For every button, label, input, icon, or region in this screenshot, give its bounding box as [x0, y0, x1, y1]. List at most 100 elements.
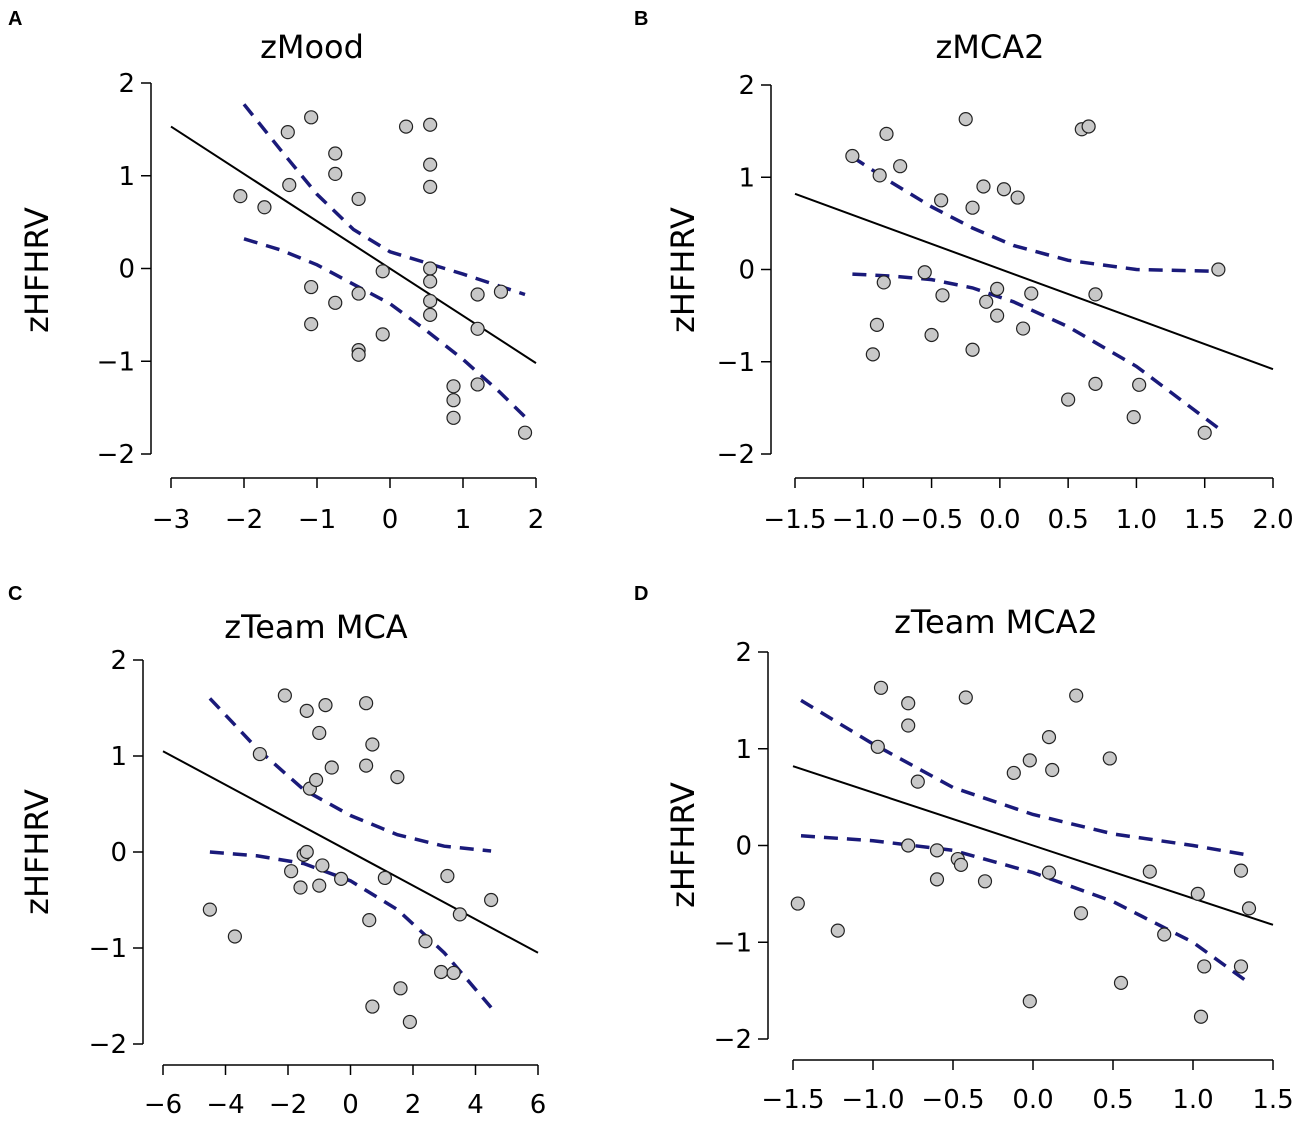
data-point	[965, 342, 980, 357]
data-point	[282, 177, 297, 193]
y-tick-label: −1	[97, 347, 135, 377]
data-point	[790, 896, 805, 911]
data-point	[1045, 762, 1060, 778]
y-tick-label: 0	[118, 255, 135, 285]
x-tick-label: −0.5	[900, 505, 963, 535]
data-point	[359, 696, 374, 711]
data-point	[493, 284, 509, 299]
data-point	[202, 902, 217, 917]
x-tick-label: −1.0	[832, 505, 895, 535]
data-point	[1022, 753, 1037, 768]
y-tick-label: 0	[110, 838, 127, 868]
data-point	[1022, 994, 1037, 1009]
data-point	[434, 964, 449, 980]
data-point	[1102, 751, 1117, 766]
data-point	[318, 698, 333, 713]
data-point	[924, 327, 939, 343]
data-point	[328, 146, 343, 161]
data-point	[1015, 321, 1031, 336]
data-point	[1041, 730, 1057, 745]
x-tick-label: −6	[144, 1090, 182, 1120]
x-tick-label: −2	[225, 505, 263, 535]
data-point	[470, 287, 485, 302]
panel-letter: C	[8, 583, 22, 605]
data-point	[977, 874, 993, 889]
data-point	[1088, 287, 1103, 302]
data-point	[362, 913, 377, 928]
data-point	[1233, 863, 1249, 878]
data-point	[1197, 425, 1212, 440]
data-point	[304, 110, 319, 125]
data-point	[1193, 1009, 1209, 1024]
panel-letter: D	[634, 583, 648, 605]
x-tick-label: −1	[298, 505, 336, 535]
data-point	[470, 321, 485, 336]
y-tick-label: 2	[738, 71, 755, 101]
data-point	[375, 327, 390, 342]
data-point	[893, 159, 908, 174]
x-tick-label: 1	[455, 505, 472, 535]
ci-upper-line	[800, 698, 1250, 857]
y-axis-label: zHFHRV	[664, 782, 702, 908]
data-point	[1132, 377, 1147, 392]
ci-lower-line	[209, 850, 493, 1009]
y-tick-label: 2	[735, 638, 752, 668]
data-point	[359, 758, 374, 773]
chart-title: zTeam MCA2	[894, 603, 1098, 641]
data-point	[446, 965, 461, 981]
data-point	[1190, 886, 1205, 901]
data-point	[324, 760, 339, 775]
data-point	[879, 126, 894, 141]
data-point	[1081, 119, 1096, 134]
data-point	[328, 166, 343, 181]
y-tick-label: 0	[735, 832, 752, 862]
data-point	[312, 725, 327, 741]
data-point	[299, 844, 314, 860]
data-point	[872, 168, 887, 183]
data-point	[402, 1014, 417, 1030]
data-point	[929, 843, 945, 858]
data-point	[423, 261, 438, 276]
chart-title: zMood	[260, 28, 364, 66]
data-point	[1157, 927, 1172, 942]
data-point	[390, 770, 405, 785]
x-tick-label: 1.5	[1184, 505, 1225, 535]
data-point	[990, 281, 1005, 296]
data-point	[990, 308, 1005, 323]
y-tick-label: 1	[110, 742, 127, 772]
data-point	[418, 934, 433, 949]
ci-upper-line	[851, 155, 1219, 274]
data-point	[934, 193, 949, 208]
data-point	[328, 295, 343, 310]
data-point	[1126, 410, 1141, 425]
data-point	[965, 200, 980, 215]
y-tick-label: 2	[110, 646, 127, 676]
y-tick-label: 1	[735, 735, 752, 765]
data-point	[1006, 765, 1021, 781]
data-point	[284, 864, 299, 879]
x-tick-label: 1.0	[1116, 505, 1157, 535]
regression-line	[794, 192, 1274, 371]
data-point	[452, 907, 467, 922]
data-point	[1088, 376, 1103, 391]
x-tick-label: 2	[528, 505, 545, 535]
data-point	[377, 870, 392, 886]
data-point	[315, 858, 330, 873]
ci-lower-line	[800, 834, 1251, 985]
x-tick-label: 1.0	[1172, 1085, 1213, 1115]
x-tick-label: −3	[152, 505, 190, 535]
x-tick-label: −4	[206, 1090, 244, 1120]
data-point	[470, 377, 485, 392]
data-point	[873, 680, 889, 695]
x-tick-label: 4	[467, 1090, 484, 1120]
y-tick-label: 1	[118, 162, 135, 192]
data-point	[423, 307, 438, 322]
data-point	[304, 279, 319, 295]
data-point	[1197, 959, 1212, 974]
data-point	[901, 838, 916, 853]
data-point	[393, 981, 408, 996]
data-point	[901, 718, 916, 733]
data-point	[446, 410, 461, 425]
